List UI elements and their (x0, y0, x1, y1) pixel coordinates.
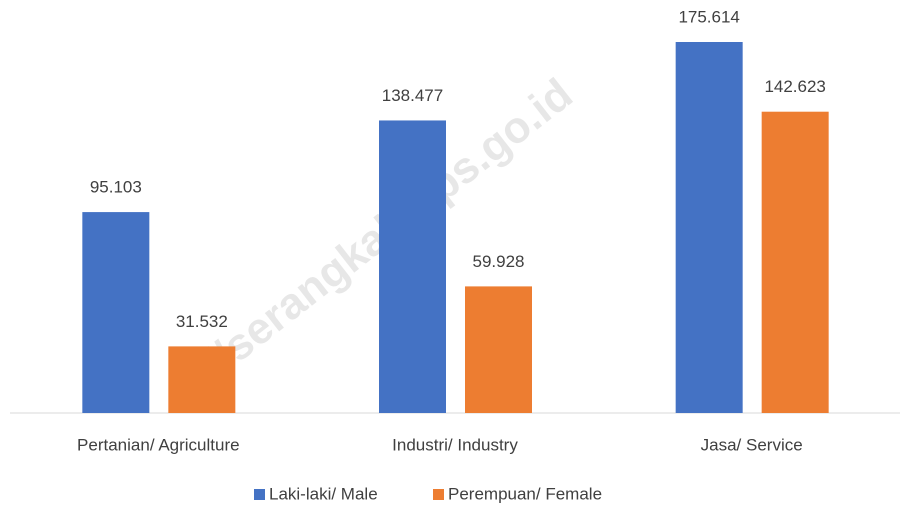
data-label: 31.532 (176, 312, 228, 331)
data-label: 175.614 (678, 7, 739, 26)
x-tick-label: Jasa/ Service (701, 435, 803, 454)
bar (379, 120, 446, 414)
data-label: 95.103 (90, 178, 142, 197)
bar (465, 286, 532, 413)
legend-swatch (254, 489, 265, 500)
x-tick-label: Pertanian/ Agriculture (77, 435, 240, 454)
data-label: 59.928 (473, 252, 525, 271)
bar (675, 42, 743, 413)
legend-swatch (433, 489, 444, 500)
data-label: 142.623 (764, 77, 825, 96)
bar (82, 212, 150, 413)
legend-label: Laki-laki/ Male (269, 484, 378, 503)
legend-label: Perempuan/ Female (448, 484, 602, 503)
bar (761, 111, 829, 414)
data-label: 138.477 (382, 86, 443, 105)
x-tick-label: Industri/ Industry (392, 435, 518, 454)
bar (168, 346, 236, 413)
